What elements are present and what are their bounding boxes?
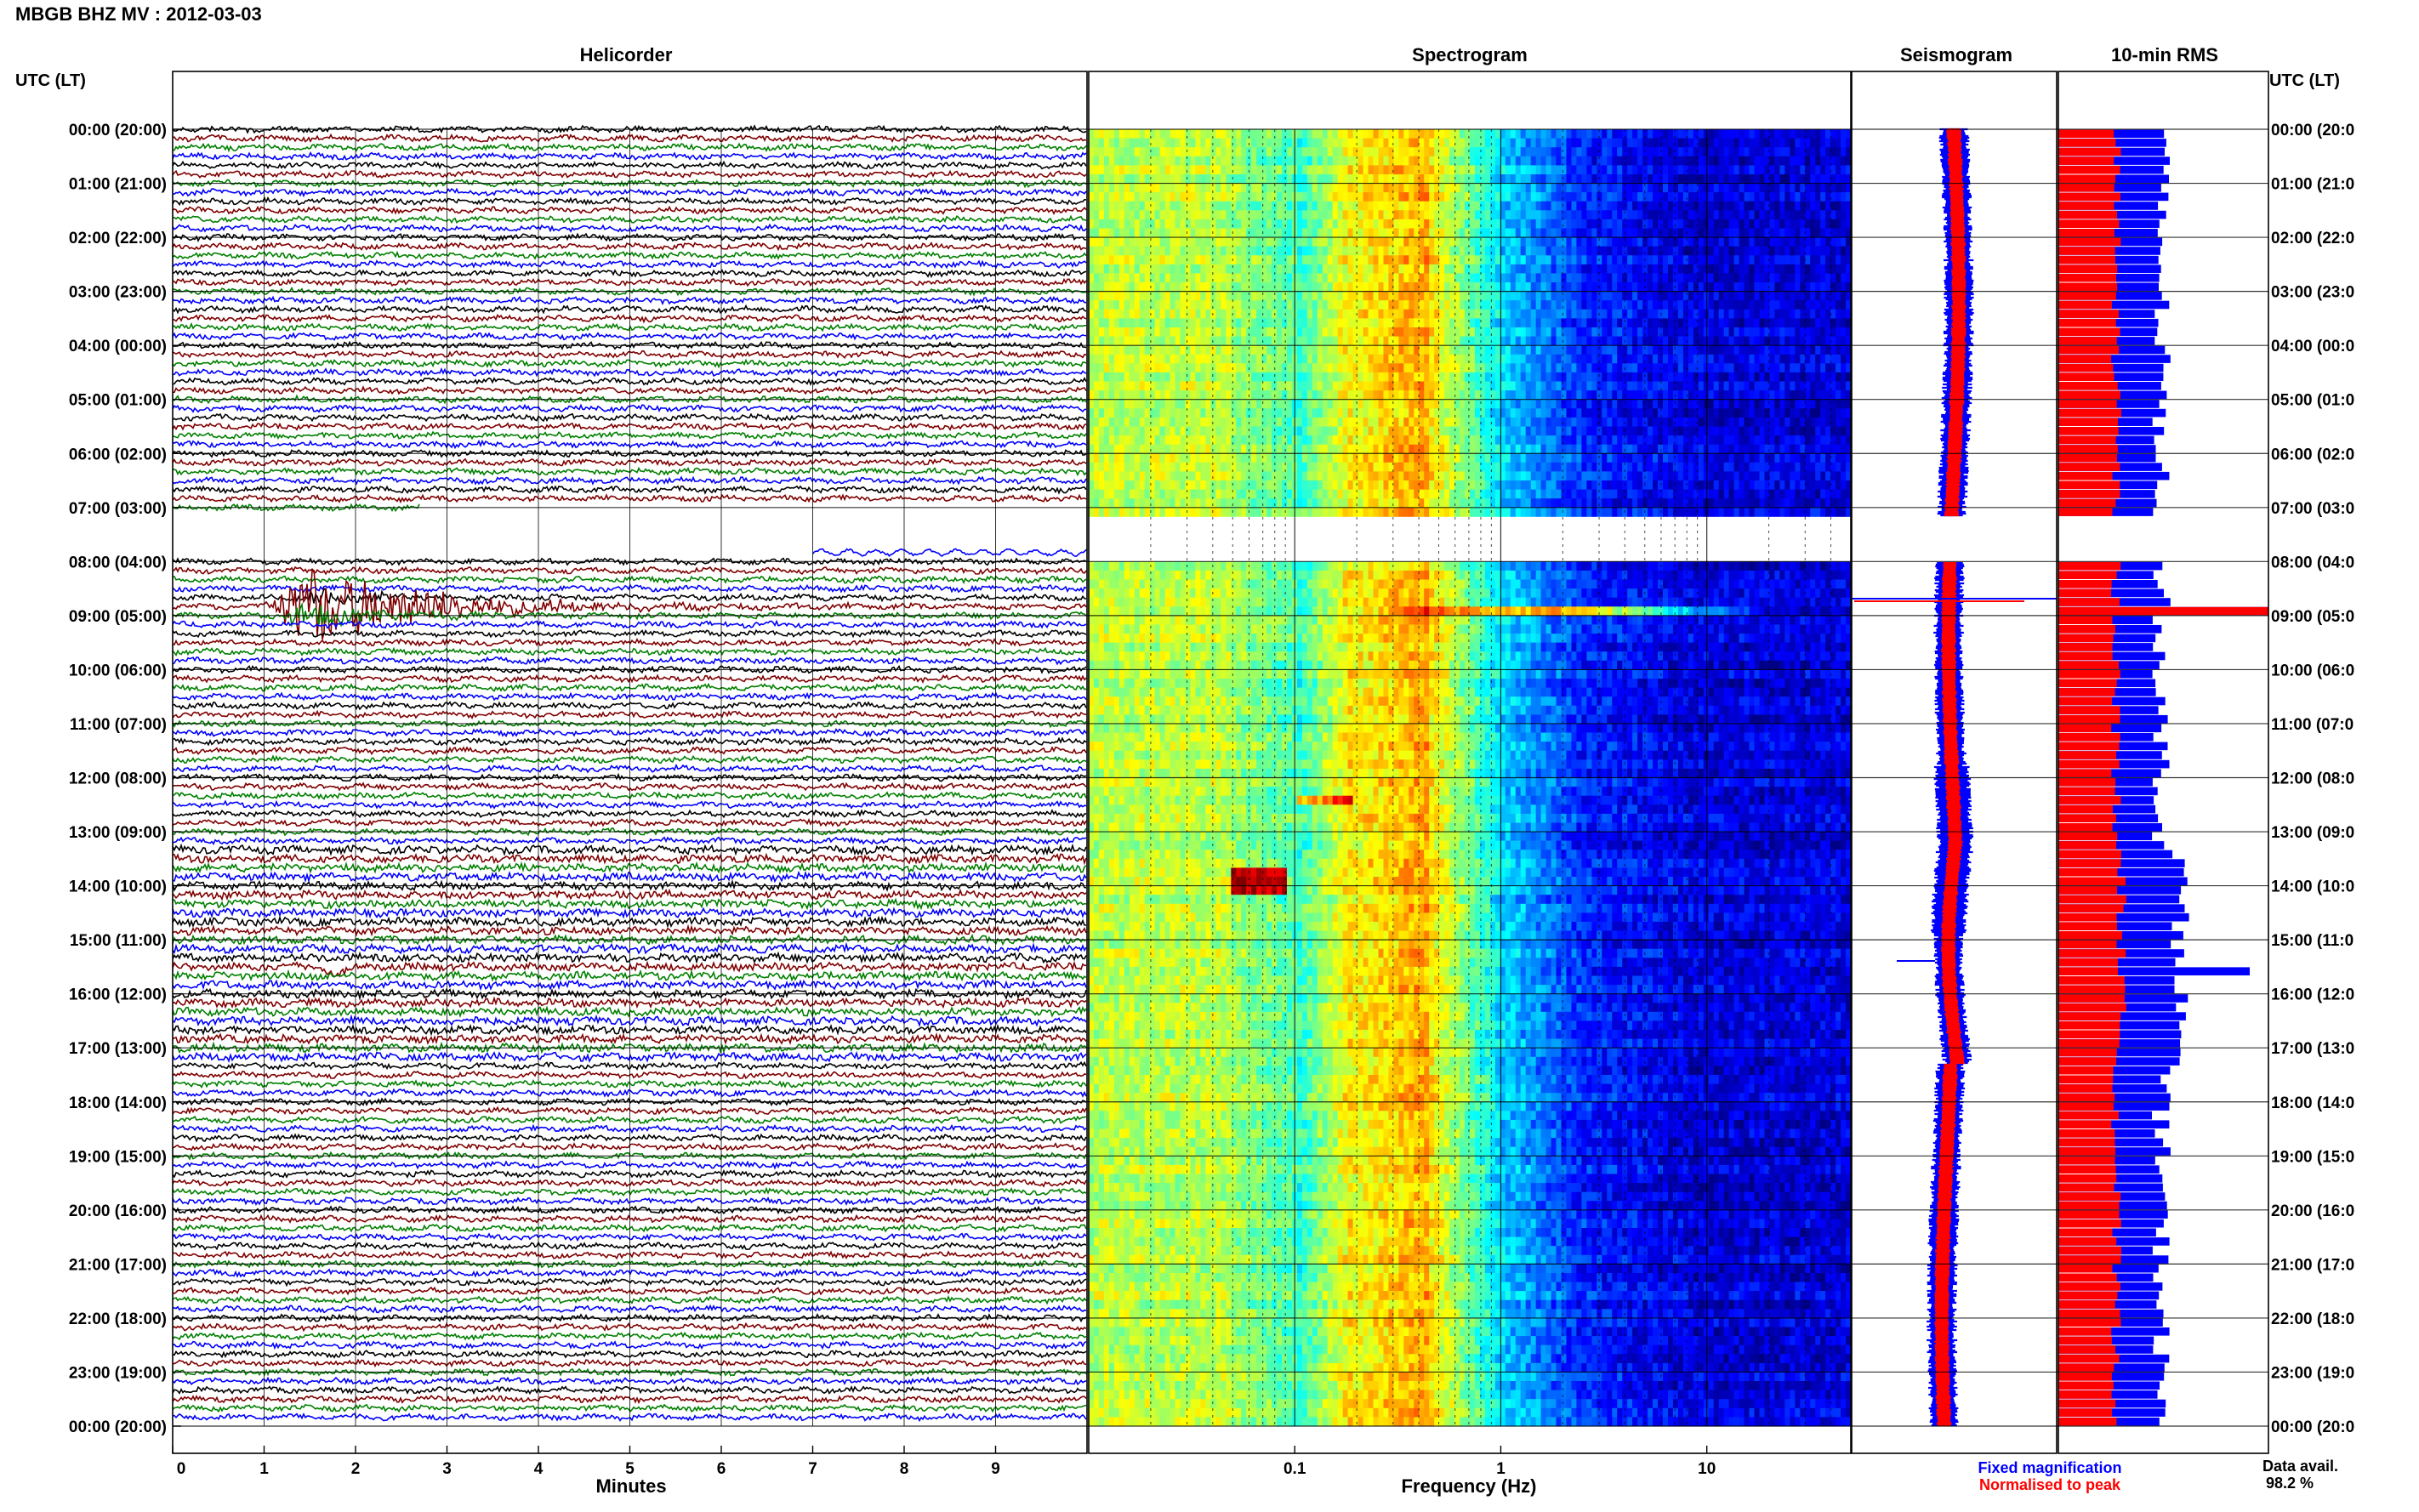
tz-label-right: UTC (LT) [2269,71,2340,90]
row-label-left: 03:00 (23:00) [69,284,167,302]
spectrogram-frame [1088,71,1852,1454]
row-label-left: 14:00 (10:00) [69,878,167,896]
row-label-right: 15:00 (11:0 [2271,932,2354,950]
row-label-right: 13:00 (09:0 [2271,824,2354,842]
row-label-left: 09:00 (05:00) [69,608,167,626]
legend-fixed-magnification: Fixed magnification [1978,1459,2121,1476]
minute-tick-label: 1 [259,1460,269,1478]
helicorder-xlabel: Minutes [595,1475,666,1497]
row-label-right: 00:00 (20:0 [2271,122,2354,139]
frequency-tick-label: 1 [1496,1460,1505,1478]
helicorder-title: Helicorder [580,44,673,65]
row-label-right: 10:00 (06:0 [2271,662,2354,679]
row-label-right: 14:00 (10:0 [2271,878,2354,896]
minute-tick-label: 6 [717,1460,726,1478]
tz-label-left: UTC (LT) [15,71,86,90]
row-label-right: 09:00 (05:0 [2271,608,2354,626]
row-label-left: 12:00 (08:00) [69,770,167,788]
rms-frame [2058,71,2269,1454]
minute-tick-label: 3 [442,1460,452,1478]
row-label-left: 13:00 (09:00) [69,824,167,842]
row-label-right: 00:00 (20:0 [2271,1418,2354,1436]
minute-tick-label: 2 [351,1460,361,1478]
row-label-left: 01:00 (21:00) [69,176,167,194]
spectrogram-title: Spectrogram [1412,44,1528,65]
row-label-right: 12:00 (08:0 [2271,770,2354,788]
row-label-left: 08:00 (04:00) [69,554,167,571]
frequency-tick-label: 10 [1698,1460,1716,1478]
minute-tick-label: 5 [625,1460,635,1478]
row-label-left: 23:00 (19:00) [69,1365,167,1383]
row-label-right: 08:00 (04:0 [2271,554,2354,571]
row-label-left: 07:00 (03:00) [69,500,167,518]
row-label-right: 03:00 (23:0 [2271,284,2354,302]
row-label-left: 22:00 (18:00) [69,1310,167,1328]
row-label-left: 20:00 (16:00) [69,1202,167,1220]
spectrogram-image [1089,129,1852,1427]
row-label-right: 22:00 (18:0 [2271,1310,2354,1328]
frequency-tick-label: 0.1 [1283,1460,1306,1478]
row-label-left: 10:00 (06:00) [69,662,167,679]
data-availability-value: 98.2 % [2266,1475,2314,1492]
row-label-right: 05:00 (01:0 [2271,392,2354,410]
row-label-left: 19:00 (15:00) [69,1148,167,1166]
row-label-right: 21:00 (17:0 [2271,1256,2354,1274]
row-label-right: 02:00 (22:0 [2271,230,2354,247]
minute-tick-label: 4 [534,1460,544,1478]
row-label-right: 06:00 (02:0 [2271,446,2354,463]
row-label-left: 05:00 (01:00) [69,392,167,410]
row-label-right: 20:00 (16:0 [2271,1202,2354,1220]
row-label-right: 07:00 (03:0 [2271,500,2354,518]
row-label-left: 18:00 (14:00) [69,1094,167,1112]
seismogram-frame [1851,71,2058,1454]
spectrogram-xlabel: Frequency (Hz) [1402,1475,1537,1497]
minute-tick-label: 0 [177,1460,186,1478]
row-label-left: 17:00 (13:00) [69,1040,167,1058]
seismogram-title: Seismogram [1900,44,2012,65]
row-label-right: 23:00 (19:0 [2271,1365,2354,1383]
figure-title: MBGB BHZ MV : 2012-03-03 [15,3,262,25]
row-label-right: 18:00 (14:0 [2271,1094,2354,1112]
legend-normalised-to-peak: Normalised to peak [1979,1476,2121,1493]
row-label-left: 16:00 (12:00) [69,986,167,1004]
row-label-left: 11:00 (07:00) [70,716,167,734]
row-label-left: 00:00 (20:00) [69,122,167,139]
rms-panel [2058,129,2268,1426]
row-label-right: 17:00 (13:0 [2271,1040,2354,1058]
row-label-left: 15:00 (11:00) [70,932,167,950]
row-label-left: 04:00 (00:00) [69,338,167,355]
row-label-right: 11:00 (07:0 [2271,716,2354,734]
rms-title: 10-min RMS [2111,44,2218,65]
row-label-right: 16:00 (12:0 [2271,986,2354,1004]
tick-labels: 00:00 (20:00) 01:00 (21:00) 02:00 (22:00) 0… [69,122,2354,1478]
row-label-left: 21:00 (17:00) [69,1256,167,1274]
row-label-left: 02:00 (22:00) [69,230,167,247]
row-label-left: 00:00 (20:00) [69,1418,167,1436]
helicorder-trace [811,548,1088,557]
row-label-left: 06:00 (02:00) [69,446,167,463]
row-label-right: 01:00 (21:0 [2271,176,2354,194]
row-label-right: 04:00 (00:0 [2271,338,2354,355]
data-availability-label: Data avail. [2262,1458,2338,1475]
row-label-right: 19:00 (15:0 [2271,1148,2354,1166]
minute-tick-label: 9 [991,1460,1000,1478]
minute-tick-label: 8 [900,1460,909,1478]
plot-frames [172,71,2269,1454]
minute-tick-label: 7 [808,1460,817,1478]
